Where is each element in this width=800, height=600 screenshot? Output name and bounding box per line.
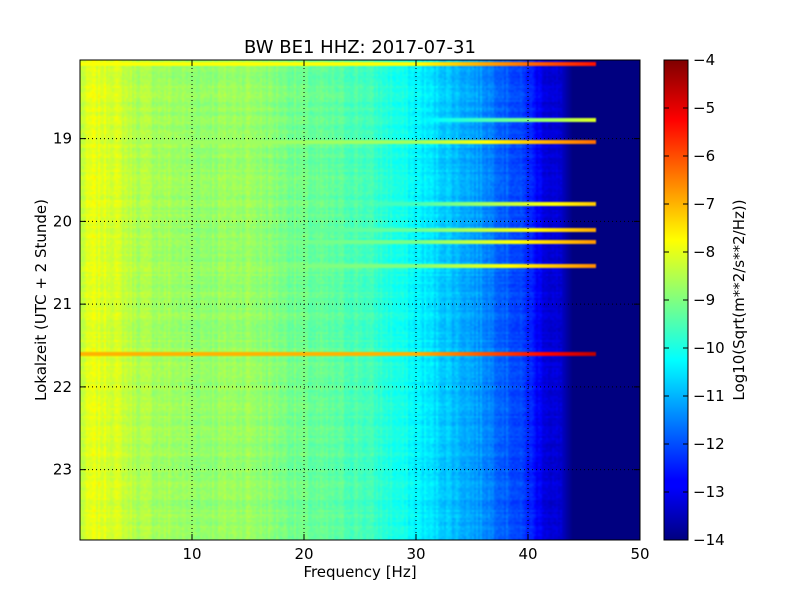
x-axis-label: Frequency [Hz] bbox=[303, 563, 416, 581]
colorbar-tick-label: −11 bbox=[693, 387, 725, 405]
spectrogram-heatmap bbox=[80, 60, 640, 540]
y-tick-label: 23 bbox=[53, 461, 72, 479]
x-tick-label: 20 bbox=[294, 545, 313, 563]
colorbar: −4 −5 −6 −7 −8 −9 −10 −11 −12 −13 −14 Log10(Sqrt(m… bbox=[663, 51, 748, 549]
colorbar-tick-label: −13 bbox=[693, 483, 725, 501]
plot-area bbox=[79, 59, 641, 541]
grid-lines bbox=[80, 60, 640, 540]
colorbar-tick-label: −5 bbox=[693, 99, 715, 117]
colorbar-tick-label: −4 bbox=[693, 51, 715, 69]
x-tick-label: 30 bbox=[406, 545, 425, 563]
y-tick-label: 19 bbox=[53, 130, 72, 148]
colorbar-tick-label: −7 bbox=[693, 195, 715, 213]
colorbar-ticks: −4 −5 −6 −7 −8 −9 −10 −11 −12 −13 −14 bbox=[664, 51, 725, 549]
y-tick-label: 22 bbox=[53, 378, 72, 396]
y-tick-label: 21 bbox=[53, 295, 72, 313]
colorbar-tick-label: −14 bbox=[693, 531, 725, 549]
x-tick-label: 50 bbox=[630, 545, 649, 563]
x-tick-label: 10 bbox=[182, 545, 201, 563]
colorbar-tick-label: −12 bbox=[693, 435, 725, 453]
x-axis: 10 20 30 40 50 bbox=[182, 60, 650, 563]
y-tick-label: 20 bbox=[53, 212, 72, 230]
y-axis: 19 20 21 22 23 bbox=[53, 130, 640, 479]
y-axis-label: Lokalzeit (UTC + 2 Stunde) bbox=[32, 199, 50, 401]
chart-title: BW BE1 HHZ: 2017-07-31 bbox=[244, 37, 476, 58]
colorbar-tick-label: −6 bbox=[693, 147, 715, 165]
colorbar-label: Log10(Sqrt(m**2/s**2/Hz)) bbox=[730, 199, 748, 400]
colorbar-tick-label: −10 bbox=[693, 339, 725, 357]
plot-frame bbox=[79, 59, 641, 541]
x-tick-label: 40 bbox=[518, 545, 537, 563]
colorbar-tick-label: −8 bbox=[693, 243, 715, 261]
colorbar-tick-label: −9 bbox=[693, 291, 715, 309]
